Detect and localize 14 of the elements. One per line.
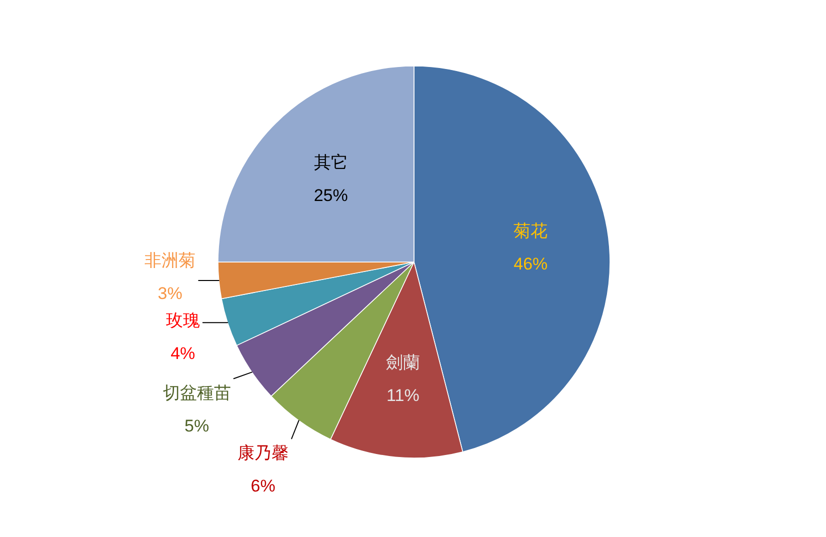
slice-label: 玫瑰 — [166, 311, 200, 330]
data-label: 5% — [184, 416, 210, 436]
data-label: 46% — [514, 254, 548, 274]
slice-label: 切盆種苗 — [162, 384, 231, 403]
data-label: 25% — [314, 186, 348, 205]
slice-label: 康乃馨 — [238, 444, 289, 463]
data-label: 4% — [170, 344, 196, 364]
data-label: 3% — [158, 284, 182, 304]
slice-label: 其它 — [314, 152, 348, 172]
slice-label: 劍蘭 — [386, 353, 420, 372]
data-label: 6% — [250, 476, 276, 496]
slice-label: 菊花 — [514, 221, 548, 240]
data-label: 11% — [386, 386, 420, 406]
slice-label: 非洲菊 — [144, 251, 196, 270]
